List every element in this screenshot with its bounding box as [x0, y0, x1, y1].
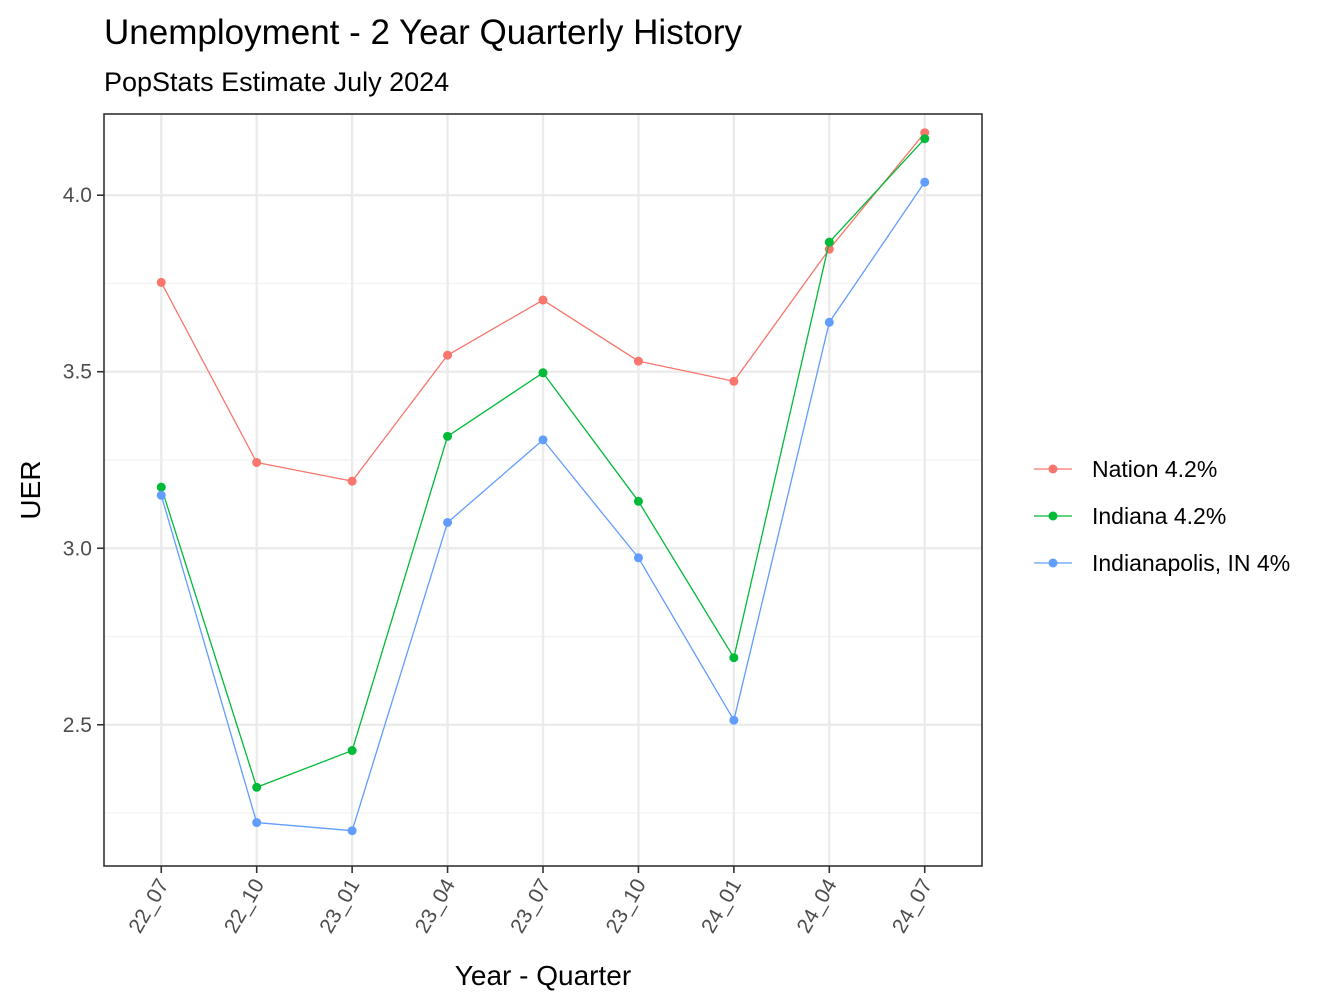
- legend-item: Indianapolis, IN 4%: [1034, 550, 1290, 576]
- data-point: [538, 368, 548, 378]
- data-point: [156, 277, 166, 287]
- legend-key-point: [1048, 464, 1058, 474]
- legend-label: Nation 4.2%: [1092, 456, 1217, 482]
- series-1: [156, 134, 930, 792]
- data-point: [156, 490, 166, 500]
- data-point: [920, 177, 930, 187]
- x-tick-label: 23_10: [602, 875, 651, 937]
- data-point: [729, 715, 739, 725]
- grid-lines: [104, 114, 982, 866]
- data-point: [538, 435, 548, 445]
- data-point: [443, 350, 453, 360]
- data-point: [538, 295, 548, 305]
- series-0: [156, 128, 930, 486]
- data-point: [824, 237, 834, 247]
- data-point: [347, 746, 357, 756]
- data-point: [633, 496, 643, 506]
- y-tick-label: 3.0: [63, 537, 92, 560]
- chart-subtitle: PopStats Estimate July 2024: [104, 67, 449, 97]
- legend: Nation 4.2% Indiana 4.2% Indianapolis, IN …: [1034, 456, 1290, 576]
- x-tick-label: 22_07: [124, 875, 173, 937]
- legend-key-point: [1048, 511, 1058, 521]
- y-axis-title: UER: [15, 460, 46, 519]
- data-point: [252, 782, 262, 792]
- y-tick-label: 4.0: [63, 184, 92, 207]
- data-point: [824, 317, 834, 327]
- legend-item: Indiana 4.2%: [1034, 503, 1226, 529]
- x-tick-label: 24_01: [697, 875, 746, 937]
- x-tick-label: 23_07: [506, 875, 555, 937]
- legend-key-point: [1048, 558, 1058, 568]
- data-point: [347, 826, 357, 836]
- x-tick-label: 24_07: [888, 875, 937, 937]
- series-layer: [156, 128, 930, 836]
- y-tick-label: 3.5: [63, 361, 92, 384]
- data-point: [633, 553, 643, 563]
- data-point: [729, 653, 739, 663]
- series-2: [156, 177, 930, 836]
- x-axis-title: Year - Quarter: [455, 960, 631, 991]
- data-point: [633, 356, 643, 366]
- x-tick-label: 23_01: [315, 875, 364, 937]
- data-point: [443, 517, 453, 527]
- x-tick-label: 23_04: [411, 875, 460, 937]
- chart-title: Unemployment - 2 Year Quarterly History: [104, 13, 743, 52]
- y-tick-label: 2.5: [63, 714, 92, 737]
- legend-item: Nation 4.2%: [1034, 456, 1217, 482]
- legend-label: Indiana 4.2%: [1092, 503, 1226, 529]
- legend-label: Indianapolis, IN 4%: [1092, 550, 1290, 576]
- data-point: [920, 134, 930, 144]
- data-point: [443, 431, 453, 441]
- data-point: [252, 457, 262, 467]
- data-point: [347, 476, 357, 486]
- data-point: [252, 818, 262, 828]
- x-tick-label: 22_10: [220, 875, 269, 937]
- data-point: [729, 376, 739, 386]
- data-point: [156, 482, 166, 492]
- x-tick-label: 24_04: [793, 875, 842, 937]
